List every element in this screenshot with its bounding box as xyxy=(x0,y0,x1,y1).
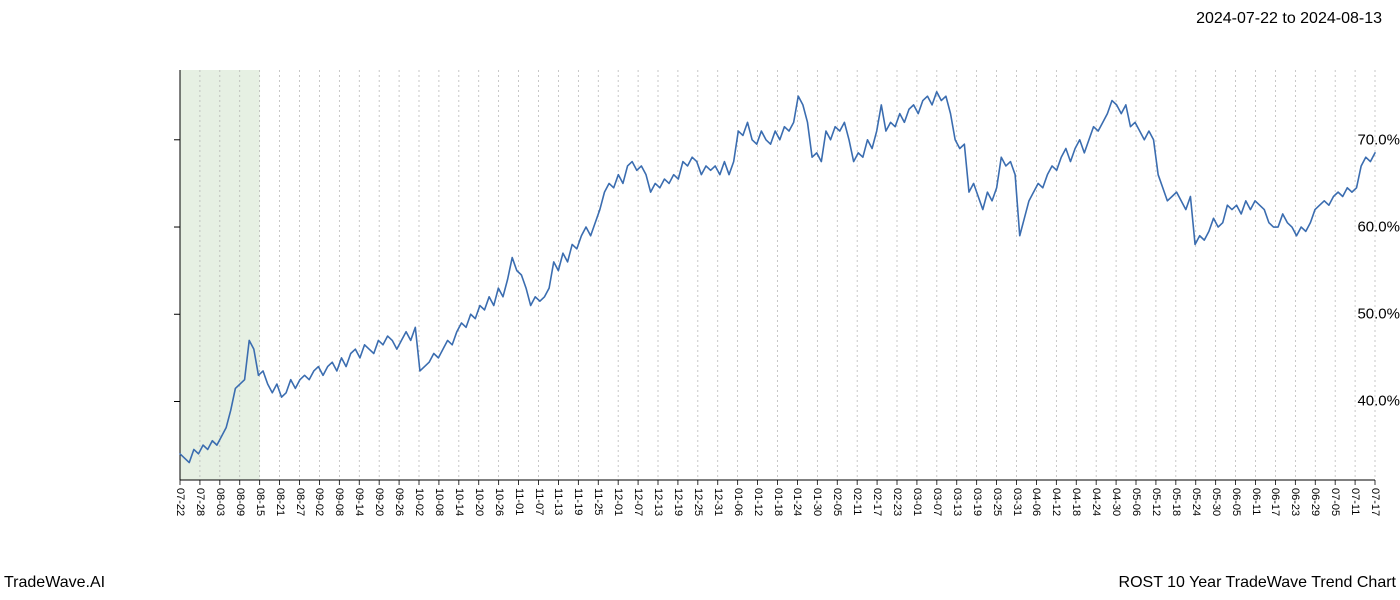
x-tick-label: 12-01 xyxy=(612,488,624,516)
x-tick-label: 03-07 xyxy=(931,488,943,516)
x-tick-label: 05-12 xyxy=(1150,488,1162,516)
x-tick-label: 01-30 xyxy=(811,488,823,516)
x-tick-label: 04-30 xyxy=(1110,488,1122,516)
x-tick-label: 11-07 xyxy=(533,488,545,515)
x-tick-label: 07-11 xyxy=(1349,488,1361,515)
x-tick-label: 12-25 xyxy=(692,488,704,516)
x-tick-label: 08-21 xyxy=(274,488,286,516)
x-tick-label: 03-13 xyxy=(951,488,963,516)
y-tick-label: 70.0% xyxy=(1232,131,1400,148)
x-tick-label: 09-20 xyxy=(373,488,385,516)
x-tick-label: 07-17 xyxy=(1369,488,1381,516)
x-tick-label: 08-03 xyxy=(214,488,226,516)
x-tick-label: 12-31 xyxy=(712,488,724,516)
x-tick-label: 05-30 xyxy=(1210,488,1222,516)
x-tick-label: 02-11 xyxy=(851,488,863,515)
x-tick-label: 12-19 xyxy=(672,488,684,516)
date-range-label: 2024-07-22 to 2024-08-13 xyxy=(1196,10,1382,28)
x-tick-label: 10-02 xyxy=(413,488,425,516)
x-tick-label: 11-19 xyxy=(572,488,584,515)
x-tick-label: 06-17 xyxy=(1269,488,1281,516)
x-tick-label: 08-09 xyxy=(234,488,246,516)
x-tick-label: 04-18 xyxy=(1070,488,1082,516)
y-tick-label: 40.0% xyxy=(1232,393,1400,410)
x-tick-label: 04-12 xyxy=(1050,488,1062,516)
x-tick-label: 07-22 xyxy=(174,488,186,516)
x-tick-label: 10-08 xyxy=(433,488,445,516)
x-tick-label: 10-14 xyxy=(453,488,465,516)
chart-title: ROST 10 Year TradeWave Trend Chart xyxy=(1119,574,1396,592)
y-tick-label: 50.0% xyxy=(1232,306,1400,323)
x-tick-label: 07-28 xyxy=(194,488,206,516)
x-tick-label: 05-24 xyxy=(1190,488,1202,516)
x-tick-label: 03-01 xyxy=(911,488,923,516)
brand-label: TradeWave.AI xyxy=(4,574,105,592)
x-tick-label: 11-13 xyxy=(552,488,564,515)
x-tick-label: 02-23 xyxy=(891,488,903,516)
x-tick-label: 08-27 xyxy=(294,488,306,516)
chart-svg xyxy=(0,50,1400,540)
x-tick-label: 06-29 xyxy=(1309,488,1321,516)
x-tick-label: 05-18 xyxy=(1170,488,1182,516)
x-tick-label: 02-17 xyxy=(871,488,883,516)
x-tick-label: 01-18 xyxy=(772,488,784,516)
x-tick-label: 06-23 xyxy=(1289,488,1301,516)
x-tick-label: 09-26 xyxy=(393,488,405,516)
y-tick-label: 60.0% xyxy=(1232,219,1400,236)
x-tick-label: 05-06 xyxy=(1130,488,1142,516)
x-tick-label: 03-25 xyxy=(991,488,1003,516)
x-tick-label: 09-08 xyxy=(333,488,345,516)
x-tick-label: 01-24 xyxy=(791,488,803,516)
x-tick-label: 09-02 xyxy=(313,488,325,516)
x-tick-label: 10-26 xyxy=(493,488,505,516)
x-tick-label: 03-19 xyxy=(971,488,983,516)
x-tick-label: 11-01 xyxy=(513,488,525,515)
x-tick-label: 09-14 xyxy=(353,488,365,516)
x-tick-label: 12-07 xyxy=(632,488,644,516)
x-tick-label: 03-31 xyxy=(1011,488,1023,516)
x-tick-label: 06-11 xyxy=(1250,488,1262,515)
x-tick-label: 04-06 xyxy=(1030,488,1042,516)
x-tick-label: 02-05 xyxy=(831,488,843,516)
x-tick-label: 10-20 xyxy=(473,488,485,516)
x-tick-label: 07-05 xyxy=(1329,488,1341,516)
x-tick-label: 04-24 xyxy=(1090,488,1102,516)
x-tick-label: 08-15 xyxy=(254,488,266,516)
x-tick-label: 06-05 xyxy=(1230,488,1242,516)
x-tick-label: 12-13 xyxy=(652,488,664,516)
x-tick-label: 01-12 xyxy=(752,488,764,516)
trend-chart: 40.0% 50.0% 60.0% 70.0% 07-22 07-28 08-03 08-0… xyxy=(0,50,1400,540)
x-tick-label: 11-25 xyxy=(592,488,604,515)
x-tick-label: 01-06 xyxy=(732,488,744,516)
